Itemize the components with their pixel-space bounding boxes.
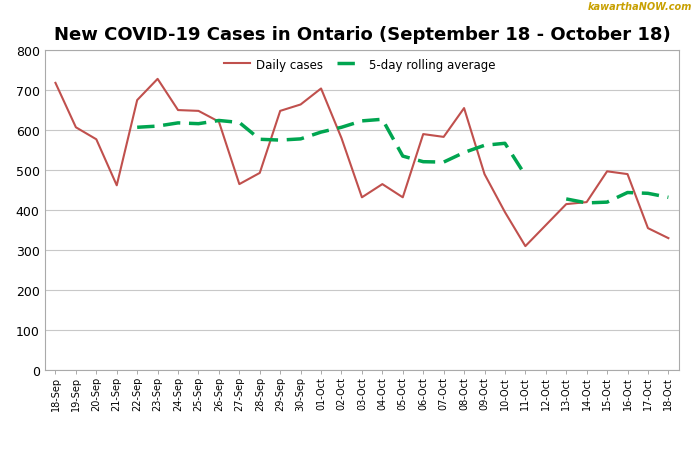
5-day rolling average <box>153 124 161 130</box>
Daily cases <box>500 210 509 215</box>
Daily cases <box>624 172 632 177</box>
Daily cases <box>664 236 672 241</box>
Legend: Daily cases, 5-day rolling average: Daily cases, 5-day rolling average <box>224 58 496 71</box>
Daily cases <box>439 135 448 140</box>
5-day rolling average <box>338 125 346 131</box>
Daily cases <box>644 226 652 232</box>
Daily cases <box>255 171 264 176</box>
5-day rolling average <box>500 141 509 147</box>
Daily cases <box>296 102 305 108</box>
5-day rolling average <box>194 122 203 127</box>
5-day rolling average <box>399 154 407 160</box>
Daily cases <box>215 119 223 125</box>
Daily cases <box>52 81 60 87</box>
Daily cases <box>521 244 530 250</box>
Daily cases <box>133 98 141 104</box>
Daily cases <box>378 182 386 188</box>
5-day rolling average <box>378 117 386 123</box>
5-day rolling average <box>215 119 223 124</box>
5-day rolling average <box>317 130 325 136</box>
Daily cases <box>460 106 468 112</box>
Daily cases <box>562 202 571 207</box>
Daily cases <box>583 200 591 206</box>
Daily cases <box>276 109 285 114</box>
Daily cases <box>338 136 346 142</box>
Daily cases <box>194 109 203 114</box>
Daily cases <box>153 77 161 82</box>
Daily cases <box>317 87 325 92</box>
Daily cases <box>92 137 100 143</box>
5-day rolling average <box>439 160 448 165</box>
Title: New COVID-19 Cases in Ontario (September 18 - October 18): New COVID-19 Cases in Ontario (September… <box>54 26 670 44</box>
5-day rolling average <box>133 125 141 131</box>
5-day rolling average <box>255 137 264 143</box>
5-day rolling average <box>419 160 427 165</box>
Daily cases <box>603 169 611 175</box>
5-day rolling average <box>521 173 530 179</box>
Daily cases <box>235 182 244 188</box>
Daily cases <box>358 195 366 200</box>
Daily cases <box>399 195 407 200</box>
5-day rolling average <box>276 138 285 144</box>
Daily cases <box>480 172 489 177</box>
Daily cases <box>419 132 427 138</box>
5-day rolling average <box>296 137 305 142</box>
Text: kawarthaNOW.com: kawarthaNOW.com <box>588 2 693 13</box>
Line: 5-day rolling average: 5-day rolling average <box>137 120 525 176</box>
5-day rolling average <box>235 120 244 126</box>
Daily cases <box>72 125 80 131</box>
Daily cases <box>174 108 182 113</box>
5-day rolling average <box>358 119 366 125</box>
5-day rolling average <box>174 121 182 126</box>
5-day rolling average <box>480 143 489 149</box>
5-day rolling average <box>460 150 468 156</box>
Line: Daily cases: Daily cases <box>56 80 668 247</box>
Daily cases <box>113 183 121 189</box>
